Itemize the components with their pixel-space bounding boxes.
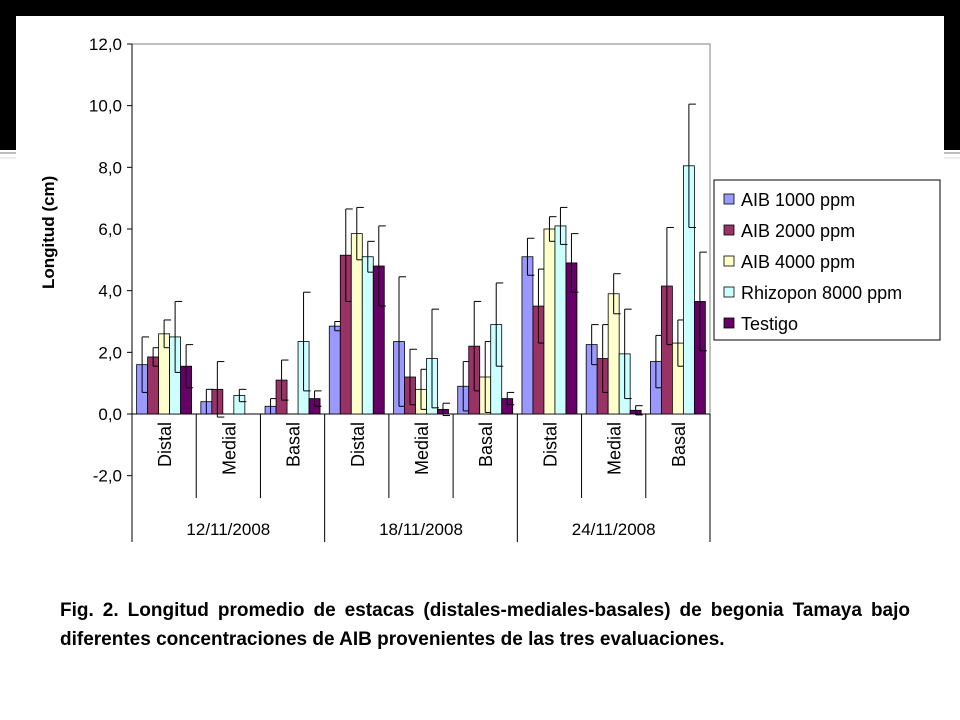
category-label: Distal <box>348 422 368 467</box>
bar <box>361 256 374 415</box>
legend-label: Testigo <box>741 314 798 334</box>
legend-label: AIB 4000 ppm <box>741 252 855 272</box>
category-label: Medial <box>412 422 432 475</box>
bar-chart: 12,0 10,0 8,0 6,0 4,0 2,0 0,0 -2,0 Longitud (cm)… <box>39 35 941 542</box>
chart-area: 12,0 10,0 8,0 6,0 4,0 2,0 0,0 -2,0 Longitud (cm)… <box>16 16 944 548</box>
legend-swatch <box>723 286 735 298</box>
legend-swatch <box>723 255 735 267</box>
category-label: Distal <box>155 422 175 467</box>
legend-box <box>713 179 941 341</box>
y-tick-label: -2,0 <box>93 467 122 486</box>
bar <box>554 225 567 415</box>
date-label: 24/11/2008 <box>572 520 656 539</box>
y-tick-label: 8,0 <box>98 158 122 177</box>
legend-label: AIB 2000 ppm <box>741 221 855 241</box>
category-label: Basal <box>284 422 304 467</box>
category-label: Distal <box>540 422 560 467</box>
legend-label: Rhizopon 8000 ppm <box>741 283 902 303</box>
legend-swatch <box>723 193 735 205</box>
y-tick-label: 6,0 <box>98 220 122 239</box>
y-axis-title: Longitud (cm) <box>39 176 58 289</box>
category-label: Basal <box>476 422 496 467</box>
figure-caption: Fig. 2. Longitud promedio de estacas (di… <box>60 600 910 650</box>
y-tick-label: 2,0 <box>98 343 122 362</box>
legend-swatch <box>723 224 735 236</box>
category-label: Medial <box>605 422 625 475</box>
legend-label: AIB 1000 ppm <box>741 190 855 210</box>
date-label: 18/11/2008 <box>379 520 463 539</box>
date-label: 12/11/2008 <box>186 520 270 539</box>
legend-swatch <box>723 317 735 329</box>
y-tick-label: 10,0 <box>89 97 122 116</box>
y-tick-label: 12,0 <box>89 35 122 54</box>
bar <box>328 325 341 415</box>
y-tick-label: 0,0 <box>98 405 122 424</box>
category-label: Medial <box>219 422 239 475</box>
category-label: Basal <box>669 422 689 467</box>
bar <box>543 228 556 415</box>
bar <box>521 256 534 415</box>
y-tick-label: 4,0 <box>98 282 122 301</box>
bar <box>350 233 363 415</box>
